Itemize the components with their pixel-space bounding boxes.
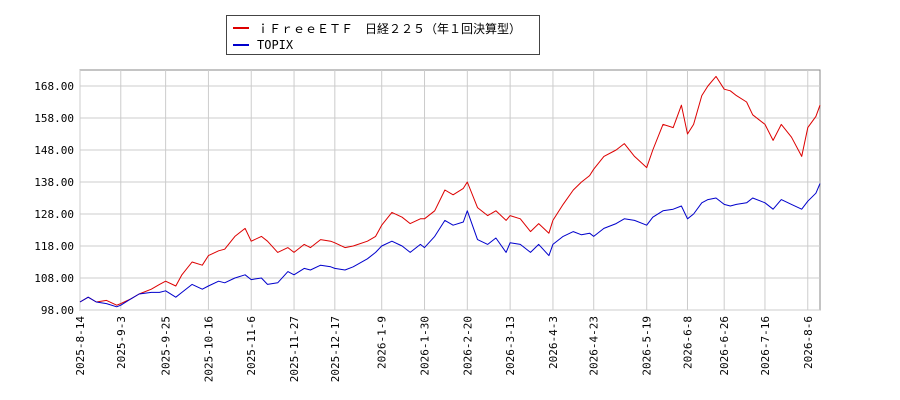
x-tick-label: 2025-9-25	[160, 316, 173, 376]
legend: ｉＦｒｅｅＥＴＦ 日経２２５（年１回決算型） TOPIX	[226, 15, 540, 55]
x-tick-label: 2026-7-16	[759, 316, 772, 376]
plot-area	[79, 69, 821, 311]
legend-swatch-topix	[233, 44, 249, 46]
x-tick-label: 2025-9-3	[115, 316, 128, 369]
x-tick-label: 2026-5-19	[641, 316, 654, 376]
legend-label-topix: TOPIX	[257, 38, 294, 52]
y-tick-label: 148.00	[34, 144, 74, 157]
legend-item-nikkei: ｉＦｒｅｅＥＴＦ 日経２２５（年１回決算型）	[233, 20, 521, 36]
legend-swatch-nikkei	[233, 27, 249, 29]
x-tick-label: 2026-2-20	[461, 316, 474, 376]
y-tick-label: 168.00	[34, 80, 74, 93]
x-tick-label: 2025-12-17	[329, 316, 342, 382]
y-tick-label: 138.00	[34, 176, 74, 189]
legend-item-topix: TOPIX	[233, 37, 293, 53]
x-tick-label: 2026-6-8	[681, 316, 694, 369]
y-tick-label: 98.00	[41, 304, 74, 317]
x-tick-label: 2026-4-3	[547, 316, 560, 369]
x-tick-label: 2026-3-13	[504, 316, 517, 376]
y-axis-ticks: 98.00 108.00 118.00 128.00 138.00 148.00 158.0…	[34, 80, 74, 317]
x-tick-label: 2025-11-27	[288, 316, 301, 382]
x-tick-label: 2026-1-30	[419, 316, 432, 376]
y-tick-label: 118.00	[34, 240, 74, 253]
series-line-topix	[79, 183, 821, 308]
y-tick-label: 128.00	[34, 208, 74, 221]
y-tick-label: 158.00	[34, 112, 74, 125]
series-lines	[79, 75, 821, 308]
x-tick-label: 2025-10-16	[202, 316, 215, 382]
x-tick-label: 2026-1-9	[376, 316, 389, 369]
x-tick-label: 2026-4-23	[588, 316, 601, 376]
series-line-nikkei	[79, 75, 821, 306]
x-tick-label: 2025-11-6	[245, 316, 258, 376]
x-axis-ticks: 2025-8-14 2025-9-3 2025-9-25 2025-10-16 2025…	[74, 316, 815, 383]
x-tick-label: 2025-8-14	[74, 316, 87, 376]
y-tick-label: 108.00	[34, 272, 74, 285]
legend-label-nikkei: ｉＦｒｅｅＥＴＦ 日経２２５（年１回決算型）	[257, 21, 522, 36]
x-tick-label: 2026-6-26	[718, 316, 731, 376]
grid	[79, 70, 820, 311]
x-tick-label: 2026-8-6	[802, 316, 815, 369]
